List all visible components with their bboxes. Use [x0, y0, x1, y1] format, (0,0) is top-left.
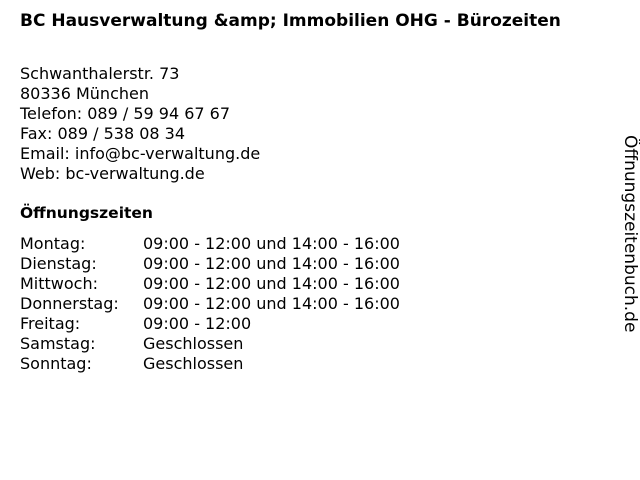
hours-row: Freitag: 09:00 - 12:00 — [20, 314, 400, 334]
day: Freitag: — [20, 314, 81, 333]
opening-hours-table: Montag: 09:00 - 12:00 und 14:00 - 16:00 D… — [20, 234, 400, 374]
time: 09:00 - 12:00 und 14:00 - 16:00 — [143, 294, 400, 313]
day: Sonntag: — [20, 354, 92, 373]
address-block: Schwanthalerstr. 73 80336 München Telefo… — [20, 64, 260, 184]
page-title: BC Hausverwaltung &amp; Immobilien OHG -… — [20, 11, 561, 31]
time: 09:00 - 12:00 und 14:00 - 16:00 — [143, 274, 400, 293]
day: Donnerstag: — [20, 294, 119, 313]
time: 09:00 - 12:00 — [143, 314, 252, 333]
email: Email: info@bc-verwaltung.de — [20, 144, 261, 163]
city: 80336 München — [20, 84, 149, 103]
hours-row: Donnerstag: 09:00 - 12:00 und 14:00 - 16:… — [20, 294, 400, 314]
street: Schwanthalerstr. 73 — [20, 64, 180, 83]
hours-row: Samstag: Geschlossen — [20, 334, 400, 354]
day: Dienstag: — [20, 254, 97, 273]
time: 09:00 - 12:00 und 14:00 - 16:00 — [143, 254, 400, 273]
time: Geschlossen — [143, 354, 244, 373]
hours-row: Montag: 09:00 - 12:00 und 14:00 - 16:00 — [20, 234, 400, 254]
time: 09:00 - 12:00 und 14:00 - 16:00 — [143, 234, 400, 253]
day: Samstag: — [20, 334, 96, 353]
hours-row: Mittwoch: 09:00 - 12:00 und 14:00 - 16:00 — [20, 274, 400, 294]
side-brand-text: Öffnungszeitenbuch.de — [620, 135, 640, 333]
time: Geschlossen — [143, 334, 244, 353]
hours-row: Sonntag: Geschlossen — [20, 354, 400, 374]
phone: Telefon: 089 / 59 94 67 67 — [20, 104, 231, 123]
day: Mittwoch: — [20, 274, 98, 293]
hours-heading: Öffnungszeiten — [20, 204, 153, 222]
hours-row: Dienstag: 09:00 - 12:00 und 14:00 - 16:00 — [20, 254, 400, 274]
website: Web: bc-verwaltung.de — [20, 164, 205, 183]
fax: Fax: 089 / 538 08 34 — [20, 124, 186, 143]
day: Montag: — [20, 234, 86, 253]
